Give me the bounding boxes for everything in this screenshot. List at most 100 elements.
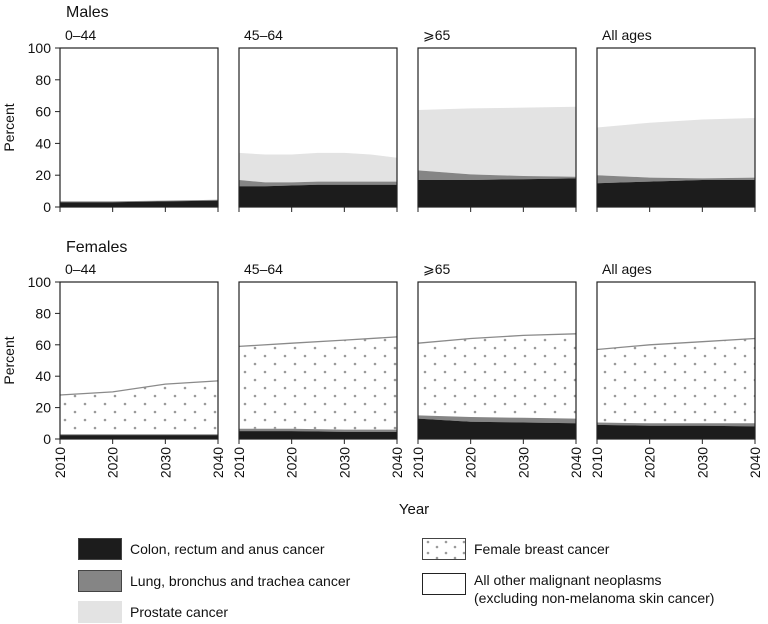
area-prostate-males-2	[239, 152, 397, 183]
y-tick-label-males-40: 40	[35, 135, 51, 151]
y-tick-label-males-0: 0	[43, 199, 51, 215]
x-tick-label-females-4-2030: 2030	[694, 447, 710, 478]
area-other-males-1	[60, 48, 218, 207]
area-lung-females-4	[597, 422, 755, 427]
area-lung-females-1	[60, 434, 218, 436]
area-breast-females-2	[239, 336, 397, 430]
y-axis-label-females: Percent	[1, 336, 17, 384]
legend-label-other-line1: All other malignant neoplasms	[474, 572, 662, 588]
x-tick-label-females-2-2040: 2040	[389, 447, 405, 478]
y-tick-label-males-80: 80	[35, 72, 51, 88]
panel-frame-males-1	[59, 47, 219, 208]
panel-females-3: ⩾65 2010 2020 2030 2040	[410, 261, 584, 478]
area-breast-females-3	[418, 333, 576, 419]
line-breast-top-females-4	[596, 337, 756, 351]
panel-group-males: Males Percent 0 20 40 60 80 100 0–44 45–64 ⩾65 All …	[1, 4, 756, 215]
panel-subtitle-females-3: ⩾65	[423, 261, 451, 277]
area-lung-males-4	[597, 175, 755, 184]
area-lung-males-1	[60, 199, 218, 203]
legend-swatch-other	[422, 573, 466, 595]
panel-frame-males-2	[238, 47, 398, 208]
area-colon-males-4	[597, 180, 755, 207]
panel-frame-females-1	[59, 281, 219, 440]
x-tick-label-females-4-2040: 2040	[747, 447, 763, 478]
panel-subtitle-males-3: ⩾65	[423, 27, 451, 43]
legend-item-colon: Colon, rectum and anus cancer	[78, 538, 325, 560]
y-tick-label-females-40: 40	[35, 368, 51, 384]
panel-frame-females-3	[417, 281, 577, 440]
y-tick-label-females-60: 60	[35, 337, 51, 353]
x-tick-label-females-2-2020: 2020	[284, 447, 300, 478]
panel-frame-males-3	[417, 47, 577, 208]
x-tick-label-females-1-2040: 2040	[210, 447, 226, 478]
y-tick-label-females-80: 80	[35, 305, 51, 321]
legend-swatch-breast	[422, 538, 466, 560]
panel-subtitle-males-4: All ages	[602, 27, 652, 43]
legend-item-other: All other malignant neoplasms (excluding…	[422, 571, 714, 607]
y-axis-label-males: Percent	[1, 103, 17, 151]
x-tick-label-females-3-2030: 2030	[515, 447, 531, 478]
panel-subtitle-females-4: All ages	[602, 261, 652, 277]
legend-label-breast: Female breast cancer	[474, 541, 610, 557]
area-prostate-males-3	[418, 106, 576, 177]
area-colon-females-3	[418, 418, 576, 439]
group-title-males: Males	[66, 4, 109, 21]
panel-males-1: 0–44	[59, 27, 219, 212]
x-tick-label-females-2-2010: 2010	[231, 447, 247, 478]
panel-frame-females-2	[238, 281, 398, 440]
legend-label-lung: Lung, bronchus and trachea cancer	[130, 573, 351, 589]
line-breast-top-females-3	[417, 333, 577, 344]
legend-swatch-colon	[78, 538, 122, 560]
area-colon-males-2	[239, 184, 397, 207]
panel-females-2: 45–64 2010 2020 2030 2040	[231, 261, 405, 478]
x-tick-label-females-1-2020: 2020	[105, 447, 121, 478]
y-tick-label-females-0: 0	[43, 431, 51, 447]
legend-swatch-lung	[78, 570, 122, 592]
panel-subtitle-males-1: 0–44	[65, 27, 96, 43]
area-breast-females-1	[60, 380, 218, 435]
panel-males-4: All ages	[596, 27, 756, 212]
area-colon-females-1	[60, 435, 218, 439]
x-axis-label: Year	[399, 501, 429, 518]
area-lung-males-2	[239, 180, 397, 187]
panel-subtitle-males-2: 45–64	[244, 27, 283, 43]
area-lung-females-3	[418, 415, 576, 424]
area-breast-females-4	[597, 338, 755, 424]
legend-item-prostate: Prostate cancer	[78, 601, 228, 623]
legend-label-colon: Colon, rectum and anus cancer	[130, 541, 325, 557]
group-title-females: Females	[66, 239, 127, 256]
line-breast-top-females-1	[59, 380, 219, 396]
x-tick-label-females-4-2020: 2020	[642, 447, 658, 478]
x-tick-label-females-1-2030: 2030	[157, 447, 173, 478]
area-colon-males-3	[418, 178, 576, 207]
panel-males-2: 45–64	[238, 27, 398, 212]
panel-frame-females-4	[596, 281, 756, 440]
x-tick-label-females-1-2010: 2010	[52, 447, 68, 478]
y-tick-label-females-100: 100	[28, 274, 52, 290]
panel-males-3: ⩾65	[417, 27, 577, 212]
y-tick-label-males-100: 100	[28, 40, 52, 56]
panel-subtitle-females-2: 45–64	[244, 261, 283, 277]
x-tick-label-females-3-2020: 2020	[463, 447, 479, 478]
area-colon-females-4	[597, 424, 755, 439]
area-lung-females-2	[239, 428, 397, 432]
area-colon-females-2	[239, 431, 397, 439]
area-prostate-males-4	[597, 118, 755, 179]
x-tick-label-females-3-2010: 2010	[410, 447, 426, 478]
x-tick-label-females-4-2010: 2010	[589, 447, 605, 478]
area-colon-males-1	[60, 200, 218, 207]
legend-item-breast: Female breast cancer	[422, 538, 609, 560]
panel-subtitle-females-1: 0–44	[65, 261, 96, 277]
panel-frame-males-4	[596, 47, 756, 208]
legend-label-other: All other malignant neoplasms (excluding…	[474, 571, 714, 607]
legend-item-lung: Lung, bronchus and trachea cancer	[78, 570, 350, 592]
y-tick-label-females-20: 20	[35, 400, 51, 416]
legend-swatch-prostate	[78, 601, 122, 623]
panel-females-4: All ages 2010 2020 2030 2040	[589, 261, 763, 478]
line-breast-top-females-2	[238, 336, 398, 348]
legend-label-prostate: Prostate cancer	[130, 604, 229, 620]
y-tick-label-males-20: 20	[35, 167, 51, 183]
